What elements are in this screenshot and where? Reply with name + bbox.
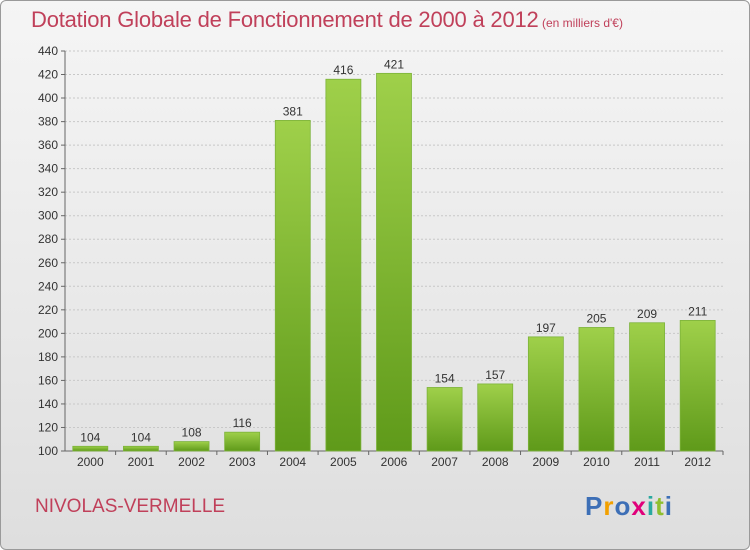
bar-2005 xyxy=(325,78,362,452)
data-label: 116 xyxy=(233,416,252,430)
x-tick-label: 2011 xyxy=(634,455,660,469)
logo-letter: t xyxy=(655,491,665,521)
x-tick-label: 2000 xyxy=(77,455,104,469)
y-tick-label: 180 xyxy=(38,350,58,364)
data-label: 209 xyxy=(637,307,657,321)
data-label: 381 xyxy=(283,104,303,118)
logo-letter: i xyxy=(664,491,673,521)
x-tick-label: 2008 xyxy=(482,455,509,469)
y-tick-label: 340 xyxy=(38,162,58,176)
y-tick-label: 140 xyxy=(38,397,58,411)
logo-letter: P xyxy=(585,491,604,521)
logo-letter: x xyxy=(631,491,647,521)
data-label: 108 xyxy=(182,426,202,440)
bar-2002 xyxy=(173,441,210,452)
x-tick-label: 2006 xyxy=(381,455,408,469)
data-label: 104 xyxy=(80,430,100,444)
y-tick-label: 320 xyxy=(38,185,58,199)
y-tick-label: 360 xyxy=(38,138,58,152)
bar-2003 xyxy=(224,431,261,452)
data-label: 211 xyxy=(688,304,707,318)
logo-letter: r xyxy=(603,491,615,521)
bar-2012 xyxy=(679,320,716,452)
x-tick-label: 2002 xyxy=(178,455,205,469)
data-label: 157 xyxy=(485,368,505,382)
y-tick-label: 280 xyxy=(38,232,58,246)
x-tick-label: 2012 xyxy=(684,455,711,469)
data-label: 205 xyxy=(586,311,606,325)
x-tick-label: 2009 xyxy=(532,455,559,469)
logo-letter: i xyxy=(646,491,656,521)
y-tick-label: 420 xyxy=(38,68,58,82)
bar-2006 xyxy=(376,72,412,452)
chart-subtitle: (en milliers d'€) xyxy=(542,16,623,30)
bar-2009 xyxy=(527,336,564,452)
data-label: 104 xyxy=(131,430,151,444)
y-tick-label: 300 xyxy=(38,209,58,223)
y-tick-label: 120 xyxy=(38,420,58,434)
x-tick-label: 2005 xyxy=(330,455,357,469)
bar-2004 xyxy=(274,120,311,452)
bar-2010 xyxy=(578,327,615,452)
bars xyxy=(72,72,716,452)
data-label: 197 xyxy=(536,321,556,335)
y-tick-label: 400 xyxy=(38,91,58,105)
bar-2007 xyxy=(426,387,463,452)
y-tick-label: 240 xyxy=(38,279,58,293)
data-label: 416 xyxy=(333,63,353,77)
y-tick-label: 260 xyxy=(38,256,58,270)
data-label: 154 xyxy=(435,371,455,385)
proxiti-logo: Proxiti xyxy=(585,491,673,522)
chart-title: Dotation Globale de Fonctionnement de 20… xyxy=(31,7,539,32)
x-tick-label: 2001 xyxy=(128,455,155,469)
bar-2001 xyxy=(123,445,159,452)
y-tick-label: 100 xyxy=(38,444,58,458)
x-tick-label: 2007 xyxy=(431,455,458,469)
y-tick-label: 160 xyxy=(38,373,58,387)
y-tick-label: 440 xyxy=(38,44,58,58)
logo-letter: o xyxy=(614,491,632,521)
y-tick-label: 220 xyxy=(38,303,58,317)
labels: 104 104 108 116 381 416 421 154 157 197 205 209 211 xyxy=(80,57,707,444)
bar-2008 xyxy=(477,383,514,452)
bar-2000 xyxy=(72,445,109,452)
y-tick-label: 200 xyxy=(38,326,58,340)
data-label: 421 xyxy=(384,57,404,71)
x-tick-label: 2004 xyxy=(279,455,306,469)
x-tick-label: 2010 xyxy=(583,455,610,469)
bar-2011 xyxy=(629,322,665,452)
y-tick-label: 380 xyxy=(38,115,58,129)
x-tick-label: 2003 xyxy=(229,455,256,469)
commune-name: NIVOLAS-VERMELLE xyxy=(35,496,226,517)
